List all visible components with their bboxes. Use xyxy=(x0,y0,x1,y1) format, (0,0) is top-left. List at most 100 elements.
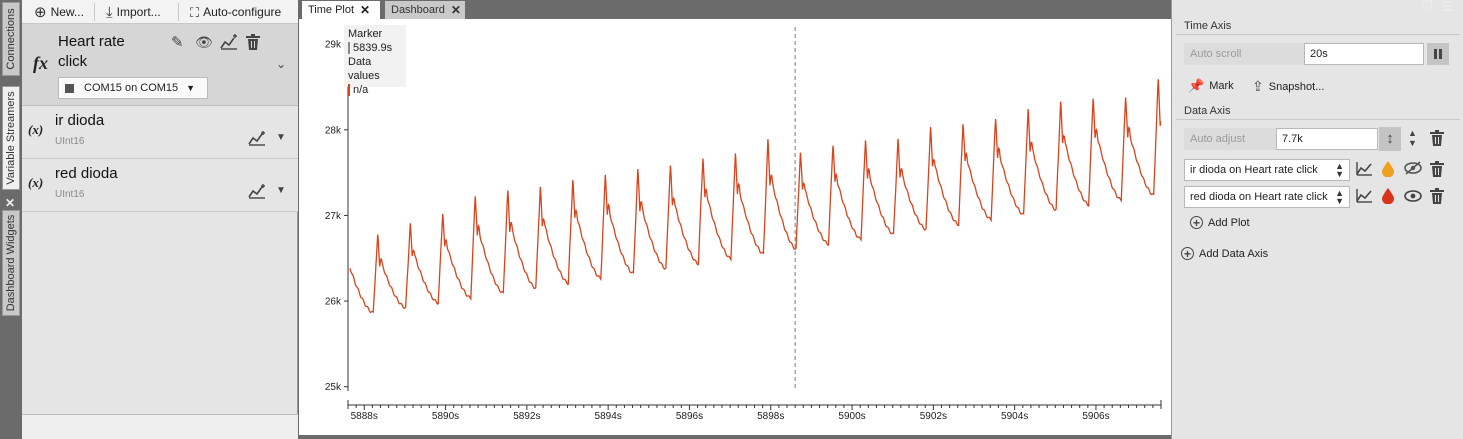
vtab-connections[interactable]: Connections xyxy=(2,2,20,76)
y-tick-label: 25k xyxy=(325,382,342,393)
x-tick-label: 5896s xyxy=(676,411,703,422)
function-icon: fx xyxy=(33,53,48,73)
toolbar-divider xyxy=(94,3,95,21)
axis-settings-panel: ❐ ☰ Time Axis Auto scroll 20s 📌 Mark ⇪ S… xyxy=(1171,0,1463,439)
auto-adjust-input[interactable]: 7.7k xyxy=(1276,128,1378,150)
variable-icon: (x) xyxy=(28,122,44,137)
add-data-axis-button[interactable]: + Add Data Axis xyxy=(1181,247,1268,260)
import-button[interactable]: ⤓ Import... xyxy=(106,0,161,24)
streamer-card[interactable]: fx Heart rate click ✎ 👁 ⌄ COM15 on COM15… xyxy=(22,24,298,106)
vtab-variable-streamers-label: Variable Streamers xyxy=(5,91,17,185)
tab-dashboard-label: Dashboard xyxy=(391,4,445,16)
variable-type: UInt16 xyxy=(55,189,85,200)
plot-select-red-dioda[interactable]: red dioda on Heart rate click ▲ ▼ xyxy=(1184,186,1350,208)
auto-scroll-label: Auto scroll xyxy=(1184,43,1304,65)
chevron-down-icon[interactable]: ⌄ xyxy=(276,57,287,71)
trash-icon[interactable] xyxy=(1430,161,1444,179)
vtab-dashboard-widgets[interactable]: Dashboard Widgets xyxy=(2,210,20,316)
edit-pencil-icon[interactable]: ✎ xyxy=(171,34,184,51)
menu-icon[interactable]: ☰ xyxy=(1442,0,1454,14)
download-icon: ⤓ xyxy=(106,3,113,21)
port-select[interactable]: COM15 on COM15 ▼ xyxy=(58,77,208,99)
auto-configure-label: Auto-configure xyxy=(203,5,282,19)
add-plot-icon[interactable] xyxy=(220,34,238,53)
stop-square-icon[interactable] xyxy=(65,83,74,93)
trash-icon[interactable] xyxy=(1430,130,1444,148)
x-tick-label: 5890s xyxy=(432,411,459,422)
snapshot-label: Snapshot... xyxy=(1268,80,1325,93)
stepper-icon[interactable]: ▲ ▼ xyxy=(1408,128,1417,148)
vtab-close-icon[interactable]: ✕ xyxy=(5,196,16,210)
marker-swatch xyxy=(348,42,350,54)
mark-button[interactable]: 📌 Mark xyxy=(1188,78,1234,94)
streamers-toolbar: ⊕ New... ⤓ Import... ⛶ Auto-configure xyxy=(22,0,298,24)
close-icon[interactable]: ✕ xyxy=(450,3,461,17)
time-plot-area[interactable]: 25k 26k 27k 28k 29k 5888s 5890s 5892s 5894s 5896… xyxy=(299,19,1171,435)
data-value: n/a xyxy=(353,84,369,96)
color-drop-icon[interactable] xyxy=(1382,188,1394,206)
line-chart-icon[interactable] xyxy=(1356,189,1373,205)
streamer-title: Heart rate xyxy=(58,33,125,50)
dropdown-arrow-icon: ▼ xyxy=(186,83,196,93)
export-icon: ⇪ xyxy=(1252,78,1264,94)
updown-icon: ▲ ▼ xyxy=(1335,188,1344,206)
x-tick-label: 5892s xyxy=(513,411,540,422)
x-tick-label: 5906s xyxy=(1082,411,1109,422)
map-icon: ⛶ xyxy=(190,4,200,20)
time-plot-chart[interactable]: 25k 26k 27k 28k 29k 5888s 5890s 5892s 5894s 5896… xyxy=(299,19,1171,435)
variable-streamers-panel: ⊕ New... ⤓ Import... ⛶ Auto-configure fx… xyxy=(22,0,298,439)
trash-icon[interactable] xyxy=(246,34,260,53)
pin-icon: 📌 xyxy=(1188,78,1205,93)
x-axis: 5888s 5890s 5892s 5894s 5896s 5898s 5900s 5902s… xyxy=(347,400,1162,422)
color-drop-icon[interactable] xyxy=(1382,161,1394,179)
new-button[interactable]: ⊕ New... xyxy=(34,0,84,24)
add-plot-icon[interactable] xyxy=(248,131,266,149)
add-circle-icon: + xyxy=(1190,216,1203,229)
add-plot-icon[interactable] xyxy=(248,184,266,202)
plot-select-ir-dioda[interactable]: ir dioda on Heart rate click ▲ ▼ xyxy=(1184,159,1350,181)
variable-icon: (x) xyxy=(28,175,44,190)
vertical-tab-strip: Connections Variable Streamers ✕ Dashboa… xyxy=(0,0,22,439)
variable-name: ir dioda xyxy=(55,112,105,129)
marker-value: 5839.9s xyxy=(353,42,393,54)
x-tick-label: 5888s xyxy=(351,411,378,422)
line-chart-icon[interactable] xyxy=(1356,162,1373,178)
eye-hidden-icon[interactable] xyxy=(1404,161,1422,177)
marker-label: Marker xyxy=(348,28,383,40)
eye-icon[interactable] xyxy=(1404,189,1422,205)
add-circle-icon: + xyxy=(1181,247,1194,260)
vtab-connections-label: Connections xyxy=(5,8,17,70)
auto-adjust-label: Auto adjust xyxy=(1184,128,1276,150)
updown-icon: ▲ ▼ xyxy=(1335,161,1344,179)
plot-select-value: ir dioda on Heart rate click xyxy=(1190,164,1318,176)
panel-footer xyxy=(22,414,298,439)
y-tick-label: 28k xyxy=(325,125,342,136)
add-data-axis-label: Add Data Axis xyxy=(1199,247,1269,260)
tab-dashboard[interactable]: Dashboard ✕ xyxy=(385,1,465,19)
close-icon[interactable]: ✕ xyxy=(360,3,371,17)
y-tick-label: 26k xyxy=(325,297,342,308)
trash-icon[interactable] xyxy=(1430,188,1444,206)
dropdown-arrow-icon[interactable]: ▼ xyxy=(276,132,286,143)
tab-time-plot[interactable]: Time Plot ✕ xyxy=(302,1,380,19)
auto-adjust-toggle-icon[interactable]: ↕ xyxy=(1379,127,1401,151)
data-axis-heading: Data Axis xyxy=(1184,105,1231,117)
snapshot-button[interactable]: ⇪ Snapshot... xyxy=(1252,78,1324,95)
x-tick-label: 5904s xyxy=(1001,411,1028,422)
toolbar-divider xyxy=(178,3,179,21)
add-plot-button[interactable]: + Add Plot xyxy=(1190,216,1250,229)
document-tab-bar: Time Plot ✕ Dashboard ✕ xyxy=(299,0,1171,19)
y-tick-label: 27k xyxy=(325,211,342,222)
auto-scroll-input[interactable]: 20s xyxy=(1304,43,1424,65)
marker-value-row: 5839.9s xyxy=(348,41,402,55)
variable-row[interactable]: (x) ir dioda UInt16 ▼ xyxy=(22,106,298,159)
eye-icon[interactable]: 👁 xyxy=(195,34,213,50)
pause-button[interactable] xyxy=(1427,43,1449,65)
variable-row[interactable]: (x) red dioda UInt16 ▼ xyxy=(22,159,298,212)
auto-configure-button[interactable]: ⛶ Auto-configure xyxy=(190,0,281,24)
dropdown-arrow-icon[interactable]: ▼ xyxy=(276,185,286,196)
maximize-icon[interactable]: ❐ xyxy=(1422,0,1433,13)
new-label: New... xyxy=(50,5,84,19)
section-divider xyxy=(1176,34,1460,35)
vtab-variable-streamers[interactable]: Variable Streamers xyxy=(2,86,20,190)
